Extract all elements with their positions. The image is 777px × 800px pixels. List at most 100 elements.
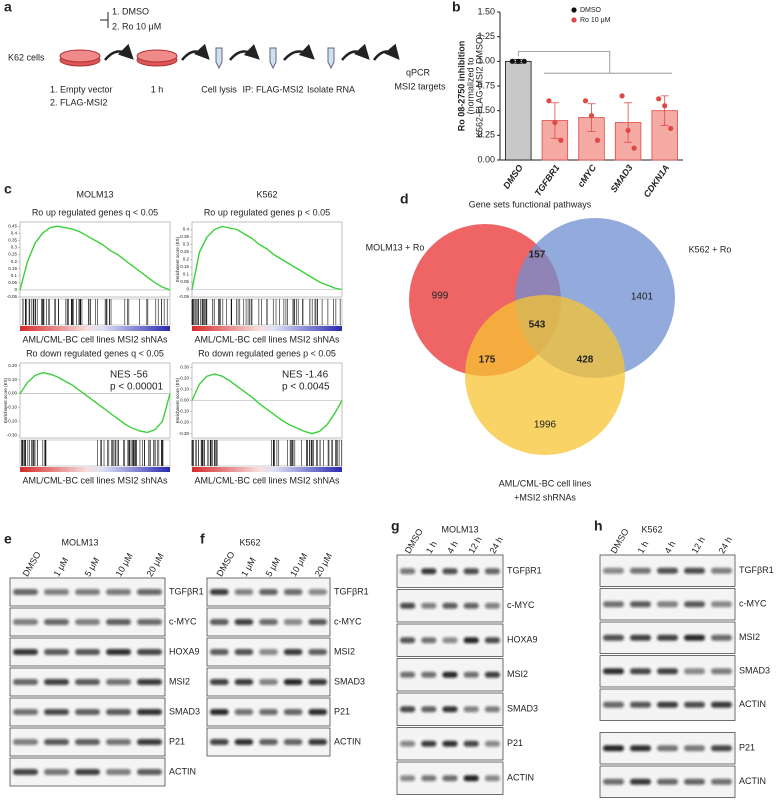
y-tick-label: 0.35 xyxy=(180,234,189,239)
band xyxy=(75,649,100,655)
band xyxy=(630,601,651,608)
band xyxy=(484,740,500,747)
cells-label: K62 cells xyxy=(8,52,45,62)
band xyxy=(684,745,705,752)
band xyxy=(44,679,69,685)
band xyxy=(442,671,458,678)
band xyxy=(210,679,229,685)
y-tick-label: 1.50 xyxy=(477,6,495,16)
y-tick-label: 0.10 xyxy=(180,387,189,392)
rank-gradient xyxy=(20,467,170,472)
band xyxy=(210,649,229,655)
band xyxy=(13,739,38,745)
legend-marker xyxy=(571,7,577,13)
barcode-frame xyxy=(19,439,171,467)
venn-count: 999 xyxy=(432,291,449,302)
band xyxy=(421,602,437,609)
band xyxy=(442,740,458,747)
band xyxy=(421,740,437,747)
lane-label: DMSO xyxy=(609,527,631,555)
lane-label: 10 μM xyxy=(288,551,309,578)
band xyxy=(308,709,327,715)
band xyxy=(484,602,500,609)
protein-label: TGFβR1 xyxy=(334,586,369,596)
band xyxy=(711,745,732,752)
plot-frame xyxy=(191,221,343,298)
y-tick-label: 0.25 xyxy=(8,252,17,257)
venn-count: 1401 xyxy=(631,292,654,303)
set-label: AML/CML-BC cell lines xyxy=(499,478,592,488)
data-point xyxy=(656,96,662,102)
band xyxy=(463,602,479,609)
protein-label: SMAD3 xyxy=(334,676,365,686)
cell-line: K562 xyxy=(641,524,662,534)
band xyxy=(106,649,131,655)
band xyxy=(308,649,327,655)
step-label: Cell lysis xyxy=(201,84,237,94)
data-point xyxy=(619,93,625,99)
y-tick-label: 0.4 xyxy=(183,227,190,232)
band xyxy=(711,778,732,785)
band xyxy=(603,701,624,708)
band xyxy=(137,709,162,715)
error-bar xyxy=(624,102,633,143)
y-tick-label: 0.50 xyxy=(477,105,495,115)
band xyxy=(259,739,278,745)
arrow xyxy=(104,43,134,61)
band xyxy=(75,739,100,745)
column-title: MOLM13 xyxy=(76,189,113,199)
panel-label: d xyxy=(400,191,409,207)
band xyxy=(421,671,437,678)
band xyxy=(283,739,303,745)
lane-label: DMSO xyxy=(214,550,236,578)
readout: qPCR xyxy=(406,67,431,77)
protein-label: SMAD3 xyxy=(169,706,200,716)
y-tick-label: -0.10 xyxy=(179,409,190,414)
band xyxy=(684,634,705,641)
arrow xyxy=(181,43,210,61)
band xyxy=(44,589,69,595)
protein-label: P21 xyxy=(334,706,350,716)
column-title: K562 xyxy=(256,189,277,199)
y-tick-label: -0.20 xyxy=(179,420,190,425)
band xyxy=(442,568,458,575)
band xyxy=(400,775,416,782)
y-tick-label: 0.00 xyxy=(180,398,189,403)
band xyxy=(75,619,100,625)
arrow xyxy=(373,43,400,61)
band xyxy=(400,637,416,644)
y-tick-label: -0.05 xyxy=(7,294,18,299)
cell-line: MOLM13 xyxy=(441,524,478,534)
y-tick-label: 0.4 xyxy=(11,231,18,236)
step-label: IP: FLAG-MSI2 xyxy=(242,84,303,94)
band xyxy=(259,709,278,715)
band xyxy=(234,679,254,685)
band xyxy=(13,679,38,685)
protein-label: ACTIN xyxy=(169,766,196,776)
venn xyxy=(409,218,675,455)
lane-label: 1 h xyxy=(636,539,651,555)
vector: 1. Empty vector xyxy=(50,84,113,94)
protein-label: MSI2 xyxy=(334,646,355,656)
band xyxy=(684,601,705,608)
band xyxy=(283,589,303,595)
band xyxy=(308,679,327,685)
band xyxy=(308,619,327,625)
band xyxy=(657,701,678,708)
data-point xyxy=(631,145,637,151)
enrichment-curve xyxy=(19,225,171,291)
band xyxy=(463,775,479,782)
lane-label: 5 μM xyxy=(264,556,283,578)
y-tick-label: 0 xyxy=(186,287,189,292)
set-label: K562 + Ro xyxy=(689,244,732,254)
x-tick-label: DMSO xyxy=(501,163,525,191)
band xyxy=(463,740,479,747)
band xyxy=(603,778,624,785)
band xyxy=(259,649,278,655)
annotation: NES -56 xyxy=(110,370,148,381)
rank-gradient xyxy=(192,467,342,472)
y-tick-label: 0.1 xyxy=(11,273,18,278)
step-label: Isolate RNA xyxy=(307,84,355,94)
bracket xyxy=(100,12,109,28)
band xyxy=(234,619,254,625)
